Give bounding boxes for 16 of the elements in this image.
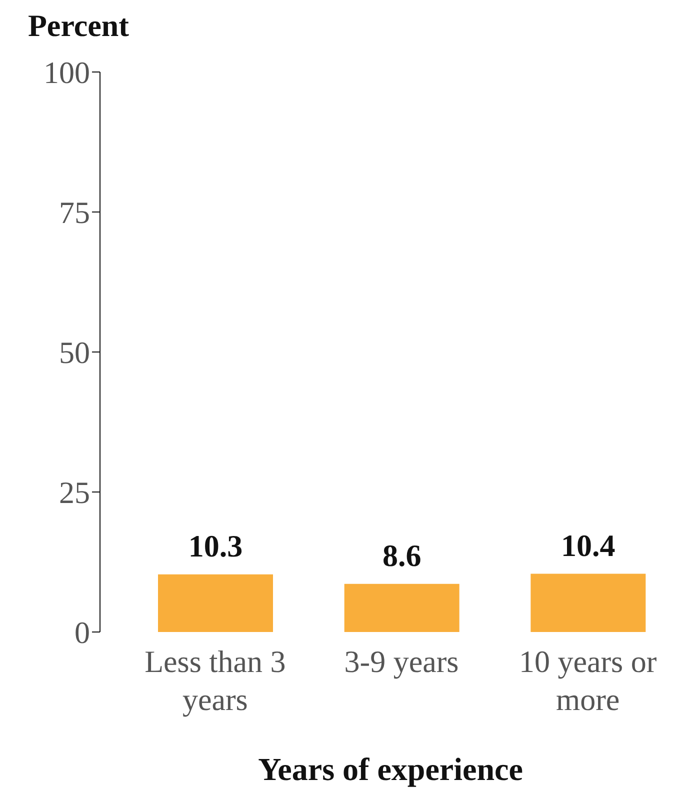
y-tick-label: 0 [74,615,90,650]
y-tick-label: 50 [59,335,90,370]
y-tick-label: 75 [59,195,90,230]
x-tick-label: 10 years or more [518,644,658,717]
bar [158,574,273,632]
x-tick-label: 3-9 years [344,644,459,679]
y-axis-title: Percent [28,8,129,44]
data-label: 10.3 [188,528,243,564]
y-tick-label: 100 [44,55,90,90]
y-tick-label: 25 [59,475,90,510]
data-label: 10.4 [561,528,616,563]
x-axis-title: Years of experience [258,751,523,787]
bar [344,584,460,632]
bar [530,574,646,632]
data-label: 8.6 [382,538,422,573]
x-tick-label: Less than 3 years [144,644,286,717]
